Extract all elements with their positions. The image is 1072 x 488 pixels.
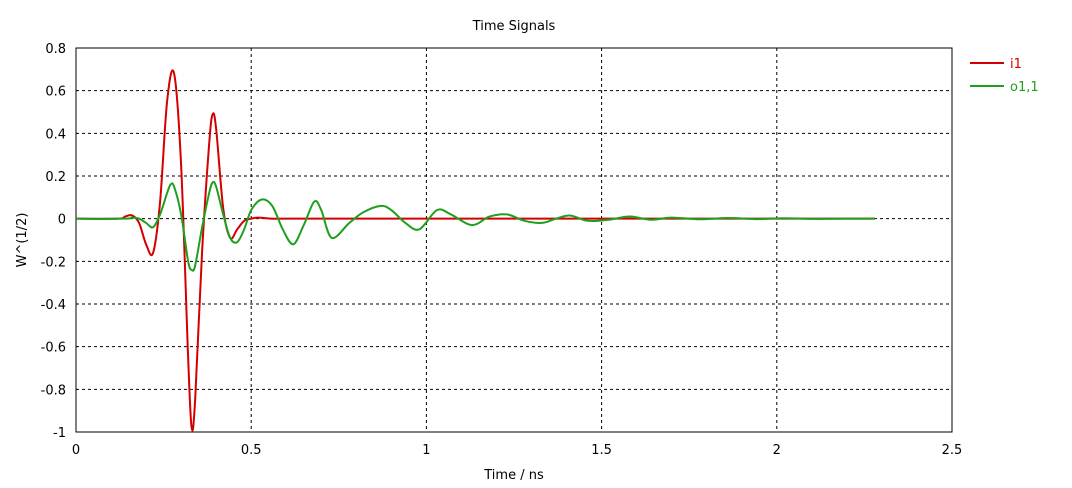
legend: i1 o1,1 xyxy=(970,57,1039,95)
y-tick-label: 0.8 xyxy=(45,42,66,57)
y-axis-label: W^(1/2) xyxy=(15,213,30,268)
y-tick-label: -0.6 xyxy=(41,341,66,356)
y-tick-label: 0.2 xyxy=(45,170,66,185)
chart-title: Time Signals xyxy=(472,19,556,34)
y-tick-label: -0.2 xyxy=(41,255,66,270)
y-tick-label: 0 xyxy=(58,213,66,228)
y-axis-ticks: 0.8 0.6 0.4 0.2 0 -0.2 -0.4 -0.6 -0.8 -1 xyxy=(41,42,66,441)
x-tick-label: 0.5 xyxy=(241,443,262,458)
y-tick-label: -1 xyxy=(53,426,66,441)
x-tick-label: 0 xyxy=(72,443,80,458)
series-line-i1 xyxy=(75,69,875,432)
series-layer xyxy=(75,69,875,432)
x-tick-label: 2.5 xyxy=(942,443,963,458)
legend-label-o1-1: o1,1 xyxy=(1010,80,1039,95)
grid-lines xyxy=(76,48,952,432)
y-tick-label: 0.6 xyxy=(45,85,66,100)
y-tick-label: -0.4 xyxy=(41,298,66,313)
legend-label-i1: i1 xyxy=(1010,57,1022,72)
plot-area-frame xyxy=(75,47,953,433)
x-axis-ticks: 0 0.5 1 1.5 2 2.5 xyxy=(72,443,962,458)
series-line-o1-1 xyxy=(75,180,875,272)
y-tick-label: 0.4 xyxy=(45,127,66,142)
x-tick-label: 1.5 xyxy=(591,443,612,458)
x-tick-label: 1 xyxy=(422,443,430,458)
x-tick-label: 2 xyxy=(773,443,781,458)
x-axis-label: Time / ns xyxy=(483,468,544,483)
y-tick-label: -0.8 xyxy=(41,383,66,398)
